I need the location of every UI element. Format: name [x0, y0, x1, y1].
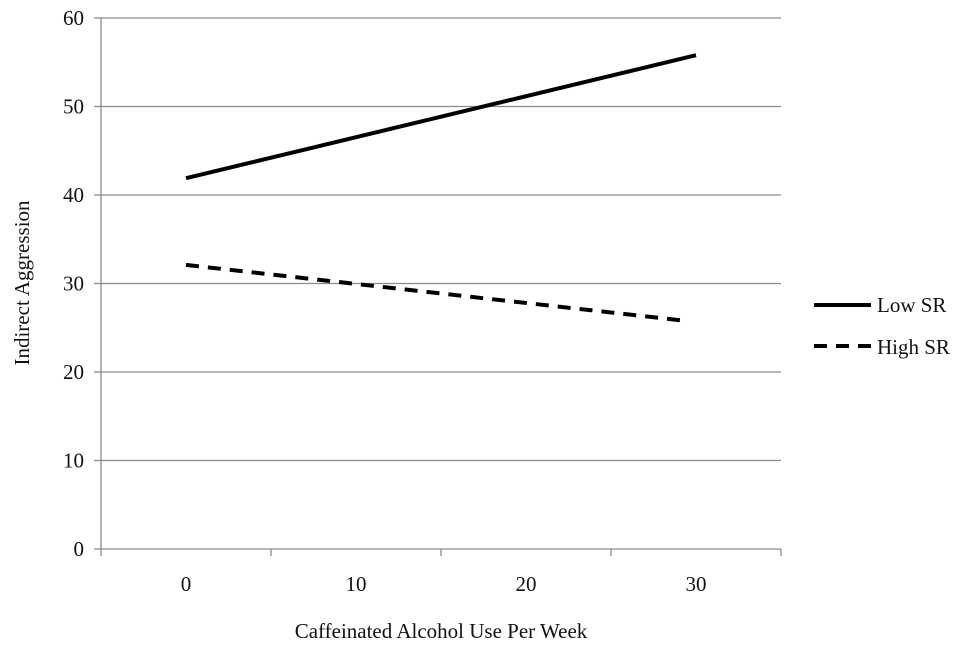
y-tick-label-0: 0 [74, 537, 85, 561]
series-line-low-sr [185, 53, 697, 181]
series-lines [185, 53, 697, 323]
x-tick-label-20: 20 [516, 572, 537, 596]
x-tick-label-10: 10 [346, 572, 367, 596]
legend-item-low-sr: Low SR [814, 293, 946, 317]
y-tick-label-60: 60 [63, 6, 84, 30]
x-tick-label-0: 0 [181, 572, 192, 596]
legend: Low SR High SR [814, 293, 950, 359]
legend-label-high-sr: High SR [877, 335, 950, 359]
y-tick-label-30: 30 [63, 272, 84, 296]
legend-label-low-sr: Low SR [877, 293, 946, 317]
y-tick-label-50: 50 [63, 95, 84, 119]
x-tick-label-30: 30 [686, 572, 707, 596]
legend-item-high-sr: High SR [814, 335, 950, 359]
axes [94, 17, 782, 556]
y-axis-title: Indirect Aggression [10, 200, 34, 366]
y-tick-label-10: 10 [63, 449, 84, 473]
grid-lines [101, 17, 781, 462]
tick-labels: 0 10 20 30 40 50 60 0 10 20 30 [63, 6, 707, 596]
series-line-high-sr [185, 262, 685, 323]
y-tick-label-20: 20 [63, 360, 84, 384]
x-axis-title: Caffeinated Alcohol Use Per Week [295, 619, 588, 643]
y-tick-label-40: 40 [63, 183, 84, 207]
